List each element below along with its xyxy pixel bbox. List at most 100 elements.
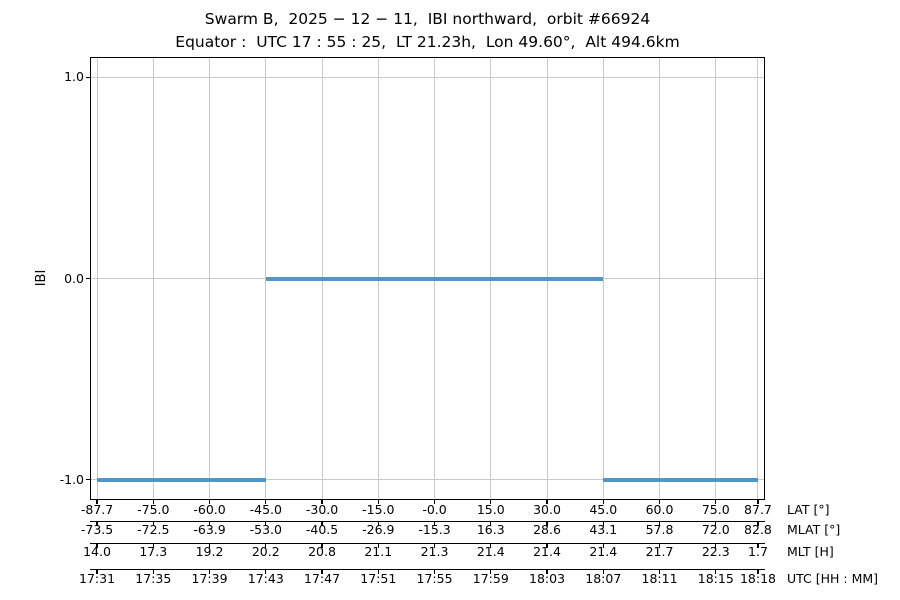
x-tick-label: 17:59: [472, 570, 509, 586]
x-tick-mark: [757, 522, 759, 526]
x-tick-mark: [433, 522, 436, 526]
x-tick-label: 87.7: [744, 501, 772, 517]
x-tick-mark: [658, 500, 661, 504]
y-gridline: [90, 76, 765, 78]
x-tick-mark: [208, 570, 211, 574]
y-tick-label: 1.0: [64, 69, 84, 85]
x-tick-label: -15.3: [418, 521, 451, 537]
x-tick-label: 21.1: [364, 543, 393, 559]
axis-row-name: LAT [°]: [787, 501, 830, 517]
x-tick-mark: [321, 544, 323, 548]
axis-row-name: MLT [H]: [787, 543, 834, 559]
x-tick-label: 20.2: [251, 543, 280, 559]
chart-title: Swarm B, 2025 − 12 − 11, IBI northward, …: [204, 10, 651, 28]
x-tick-mark: [757, 570, 759, 574]
x-tick-mark: [96, 570, 98, 574]
x-tick-mark: [658, 570, 661, 574]
x-tick-label: -45.0: [249, 501, 282, 517]
x-tick-mark: [546, 500, 548, 504]
axis-row-name: MLAT [°]: [787, 521, 841, 537]
x-tick-mark: [321, 522, 323, 526]
x-tick-label: -30.0: [305, 501, 339, 517]
x-tick-mark: [96, 522, 98, 526]
x-tick-label: 18:07: [585, 570, 622, 586]
x-tick-mark: [96, 500, 98, 504]
x-tick-mark: [602, 544, 604, 548]
x-tick-label: 17:39: [191, 570, 228, 586]
x-tick-mark: [490, 570, 492, 574]
plot-area: [90, 57, 765, 500]
x-tick-mark: [321, 500, 323, 504]
ibi-line-segment: [265, 276, 604, 281]
x-tick-mark: [602, 522, 604, 526]
x-tick-label: 17:47: [304, 570, 341, 586]
x-tick-mark: [490, 522, 492, 526]
y-tick-label: 0.0: [64, 270, 84, 286]
x-tick-mark: [715, 500, 717, 504]
y-tick-mark: [86, 76, 90, 78]
x-tick-mark: [433, 544, 436, 548]
x-tick-label: -40.5: [305, 521, 339, 537]
x-tick-mark: [208, 500, 211, 504]
x-tick-label: 30.0: [533, 501, 561, 517]
x-tick-label: 75.0: [701, 501, 730, 517]
y-gridline: [90, 479, 765, 481]
x-tick-label: 21.4: [476, 543, 505, 559]
x-tick-mark: [96, 544, 98, 548]
x-tick-mark: [757, 544, 759, 548]
x-tick-mark: [658, 544, 661, 548]
x-tick-mark: [433, 570, 436, 574]
x-tick-mark: [152, 500, 154, 504]
x-tick-mark: [377, 500, 379, 504]
y-tick-mark: [86, 479, 90, 481]
x-tick-label: -60.0: [193, 501, 226, 517]
x-tick-label: 18:11: [641, 570, 678, 586]
x-tick-mark: [546, 570, 548, 574]
x-tick-mark: [715, 570, 717, 574]
x-tick-label: 15.0: [476, 501, 505, 517]
x-tick-label: 43.1: [589, 521, 618, 537]
x-tick-label: 21.4: [589, 543, 618, 559]
x-tick-label: -63.9: [193, 521, 226, 537]
x-tick-mark: [757, 500, 759, 504]
x-tick-label: -26.9: [362, 521, 395, 537]
x-tick-mark: [208, 522, 211, 526]
x-tick-mark: [377, 544, 379, 548]
x-tick-mark: [208, 544, 211, 548]
x-tick-mark: [490, 500, 492, 504]
x-tick-label: 18:18: [739, 570, 776, 586]
x-tick-mark: [152, 544, 154, 548]
x-tick-label: -72.5: [137, 521, 170, 537]
x-tick-label: 14.0: [83, 543, 111, 559]
x-tick-mark: [152, 522, 154, 526]
x-tick-mark: [377, 570, 379, 574]
x-tick-label: 21.4: [533, 543, 561, 559]
x-tick-mark: [377, 522, 379, 526]
x-tick-label: -15.0: [362, 501, 395, 517]
x-tick-label: 17.3: [139, 543, 168, 559]
x-tick-label: 1.7: [748, 543, 768, 559]
x-tick-label: 57.8: [645, 521, 674, 537]
x-tick-mark: [321, 570, 323, 574]
ibi-line-segment: [97, 477, 266, 482]
axis-row-spine: [90, 543, 765, 544]
x-tick-mark: [490, 544, 492, 548]
x-tick-label: 19.2: [195, 543, 224, 559]
axis-row-spine: [90, 521, 765, 522]
x-tick-mark: [152, 570, 154, 574]
x-tick-label: -53.0: [249, 521, 282, 537]
x-tick-label: 17:51: [360, 570, 397, 586]
x-tick-label: 21.3: [420, 543, 449, 559]
x-tick-mark: [715, 544, 717, 548]
x-tick-label: 18:15: [697, 570, 734, 586]
x-tick-label: -87.7: [80, 501, 114, 517]
x-tick-label: 18:03: [529, 570, 566, 586]
x-tick-label: -73.5: [80, 521, 114, 537]
x-tick-label: 17:35: [135, 570, 172, 586]
x-tick-label: 22.3: [701, 543, 730, 559]
x-tick-mark: [602, 500, 604, 504]
x-tick-label: 17:31: [79, 570, 116, 586]
y-tick-label: -1.0: [59, 471, 84, 487]
x-tick-label: 17:55: [416, 570, 453, 586]
x-tick-label: 16.3: [476, 521, 505, 537]
